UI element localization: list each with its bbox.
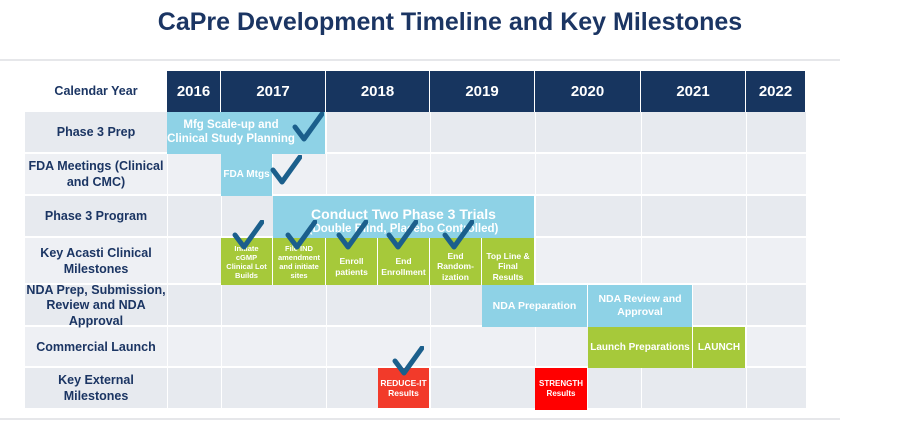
checkmark-icon <box>232 220 264 250</box>
year-header: 2021 <box>641 71 746 112</box>
grid-line <box>641 112 642 410</box>
milestone-box: End Enrollment <box>378 238 430 285</box>
row-background <box>25 154 806 196</box>
row-label: NDA Prep, Submission, Review and NDA App… <box>26 282 166 328</box>
trials-title: Conduct Two Phase 3 Trials <box>311 206 496 222</box>
checkmark-icon <box>336 220 368 250</box>
row-label: Key External Milestones <box>58 373 134 403</box>
year-header: 2016 <box>167 71 221 112</box>
bar-mfg-scale-up: Mfg Scale-up and Clinical Study Planning <box>167 112 326 154</box>
bar-fda-mtgs: FDA Mtgs <box>221 154 273 196</box>
divider <box>0 59 840 61</box>
bar-phase3-trials: Conduct Two Phase 3 Trials (Double Blind,… <box>273 196 535 238</box>
year-header: 2022 <box>746 71 806 112</box>
milestone-box: Enroll patients <box>326 238 378 285</box>
bar-launch: LAUNCH <box>693 327 746 368</box>
row-label: FDA Meetings (Clinical and CMC) <box>28 159 164 189</box>
grid-line <box>167 112 168 410</box>
bar-nda-preparation: NDA Preparation <box>482 285 588 327</box>
bar-launch-preparations: Launch Preparations <box>588 327 693 368</box>
page-title: CaPre Development Timeline and Key Miles… <box>157 8 743 36</box>
header-label: Calendar Year <box>54 83 138 98</box>
checkmark-icon <box>442 220 474 250</box>
divider <box>0 418 840 420</box>
checkmark-icon <box>270 155 302 185</box>
year-header: 2017 <box>221 71 326 112</box>
row-label: Key Acasti Clinical Milestones <box>40 245 152 276</box>
row-background <box>25 112 806 154</box>
row-label: Phase 3 Program <box>44 209 148 224</box>
milestone-box: File IND amendment and initiate sites <box>273 238 326 285</box>
row-label: Commercial Launch <box>36 339 156 354</box>
year-header: 2019 <box>430 71 535 112</box>
bar-nda-review: NDA Review and Approval <box>588 285 693 327</box>
checkmark-icon <box>392 346 424 376</box>
year-header: 2018 <box>326 71 430 112</box>
milestone-box: Top Line & Final Results <box>482 238 535 285</box>
checkmark-icon <box>386 220 418 250</box>
milestone-box: Initiate cGMP Clinical Lot Builds <box>221 238 273 285</box>
bar-strength: STRENGTH Results <box>535 368 588 410</box>
checkmark-icon <box>285 220 317 250</box>
year-header: 2020 <box>535 71 641 112</box>
grid-line <box>535 112 536 410</box>
grid-line <box>746 112 747 410</box>
row-label: Phase 3 Prep <box>56 125 136 140</box>
checkmark-icon <box>292 112 324 142</box>
grid-line <box>806 112 807 410</box>
